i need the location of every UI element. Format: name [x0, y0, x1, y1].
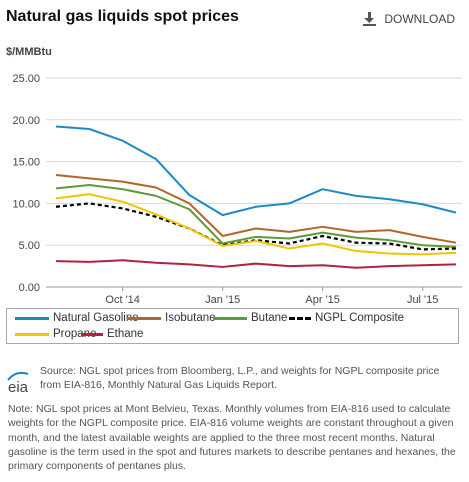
series-line-ngpl-composite [55, 202, 457, 251]
svg-text:eia: eia [8, 379, 29, 396]
download-label: DOWNLOAD [384, 12, 455, 26]
download-button[interactable]: DOWNLOAD [362, 12, 455, 26]
legend-item: Ethane [81, 328, 143, 340]
legend-item: Isobutane [127, 312, 216, 324]
y-axis-unit: $/MMBtu [6, 46, 52, 58]
x-tick-label: Apr '15 [305, 294, 340, 306]
legend-item: Butane [213, 312, 287, 324]
legend-label: Natural Gasoline [53, 312, 139, 324]
legend-label: Butane [251, 312, 288, 324]
series-line-isobutane [55, 173, 457, 244]
y-tick-label: 25.00 [12, 73, 40, 85]
series-line-propane [55, 193, 457, 256]
legend-swatch [81, 332, 103, 336]
legend-swatch [127, 316, 161, 320]
source-text: Source: NGL spot prices from Bloomberg, … [40, 365, 440, 391]
y-tick-label: 0.00 [19, 282, 40, 294]
y-tick-label: 20.00 [12, 115, 40, 127]
line-chart: 0.00 5.00 10.00 15.00 20.00 25.00 Oct '14 Jan '… [12, 73, 462, 306]
x-tick-label: Jul '15 [407, 294, 438, 306]
legend-label: Ethane [107, 328, 144, 340]
legend-label: NGPL Composite [315, 312, 405, 324]
legend-swatch [289, 316, 311, 320]
legend-item: NGPL Composite [289, 312, 404, 324]
x-tick-label: Oct '14 [105, 294, 140, 306]
series-line-natural-gasoline [55, 125, 457, 217]
note-text: Note: NGL spot prices at Mont Belvieu, T… [8, 403, 456, 473]
y-tick-label: 5.00 [19, 240, 40, 252]
download-icon [363, 12, 377, 26]
eia-logo: eia [7, 371, 29, 396]
legend-label: Propane [53, 328, 97, 340]
legend-label: Isobutane [165, 312, 216, 324]
chart-title: Natural gas liquids spot prices [6, 8, 239, 25]
legend-swatch [15, 332, 49, 336]
legend-swatch [213, 316, 247, 320]
legend-item: Propane [15, 328, 96, 340]
y-tick-label: 10.00 [12, 198, 40, 210]
chart-legend: Natural Gasoline Isobutane Butane NGPL Comp… [6, 308, 459, 344]
series-line-butane [55, 184, 457, 248]
x-tick-label: Jan '15 [205, 294, 240, 306]
y-tick-label: 15.00 [12, 157, 40, 169]
legend-item: Natural Gasoline [15, 312, 139, 324]
legend-swatch [15, 316, 49, 320]
series-line-ethane [55, 259, 457, 269]
